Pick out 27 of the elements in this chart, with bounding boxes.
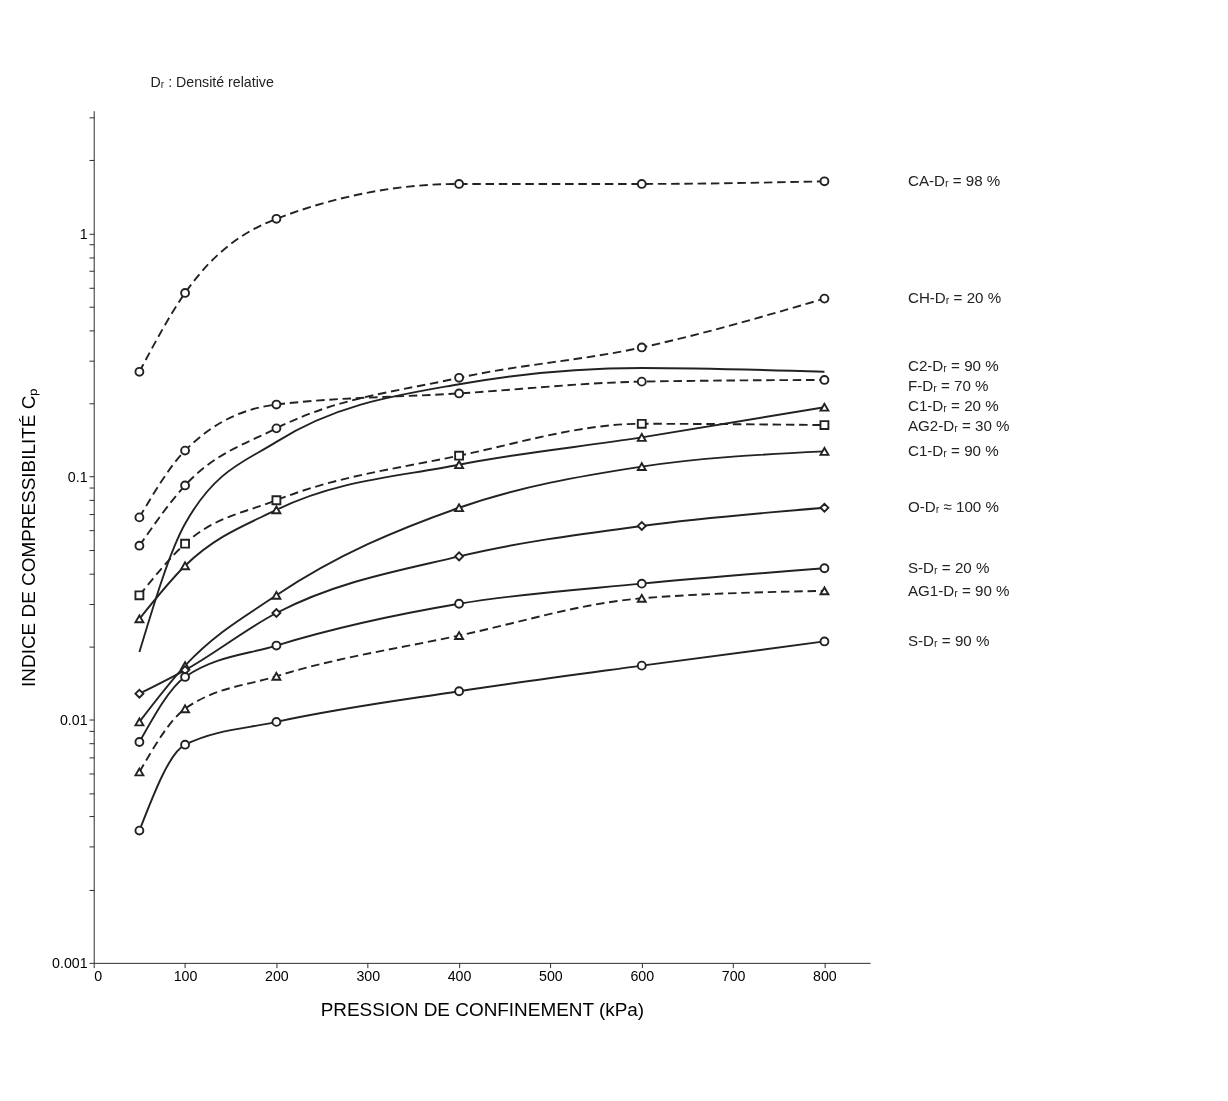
x-tick-label: 500 [539, 968, 563, 985]
text: Dᵣ : Densité relative [150, 74, 274, 91]
x-tick-label: 600 [630, 968, 655, 985]
text: F-Dᵣ = 70 % [907, 376, 989, 394]
text: CH-Dᵣ = 20 % [907, 289, 1002, 307]
text: AG2-Dᵣ = 30 % [907, 416, 1010, 434]
x-tick-label: 400 [447, 968, 472, 985]
y-tick-label: 1 [79, 225, 88, 242]
x-axis-title: PRESSION DE CONFINEMENT (kPa) [320, 999, 645, 1021]
x-tick-label: 300 [356, 968, 381, 985]
text: O-Dᵣ ≈ 100 % [907, 498, 999, 516]
x-tick-label: 200 [265, 968, 289, 985]
x-tick-label: 100 [173, 968, 198, 985]
text: C1-Dᵣ = 90 % [907, 442, 999, 460]
y-tick-label: 0.1 [67, 468, 88, 485]
x-tick-label: 800 [813, 968, 837, 985]
text: C1-Dᵣ = 20 % [907, 396, 999, 414]
text: S-Dᵣ = 20 % [907, 558, 990, 576]
text: S-Dᵣ = 90 % [907, 632, 990, 650]
y-tick-label: 0.01 [59, 711, 88, 728]
x-tick-label: 0 [94, 968, 103, 985]
x-tick-label: 700 [721, 968, 746, 985]
y-axis-title: INDICE DE COMPRESSIBILITÉ Cₚ [18, 387, 40, 687]
text: AG1-Dᵣ = 90 % [907, 581, 1010, 599]
text: CA-Dᵣ = 98 % [907, 172, 1001, 190]
y-tick-label: 0.001 [52, 955, 88, 972]
text: C2-Dᵣ = 90 % [907, 356, 999, 374]
